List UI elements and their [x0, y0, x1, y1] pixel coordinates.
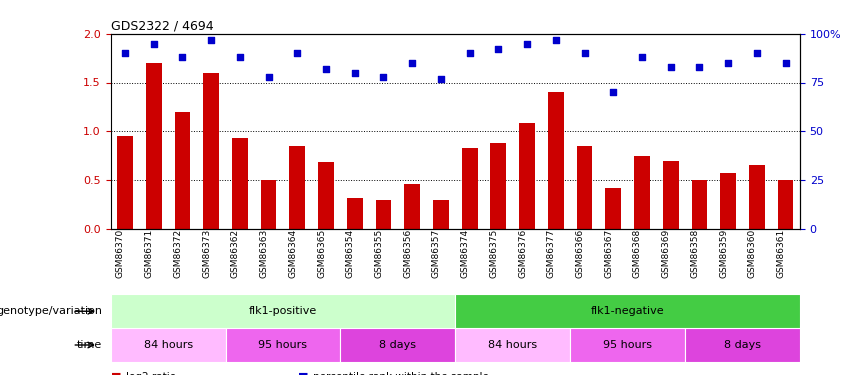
- Text: GDS2322 / 4694: GDS2322 / 4694: [111, 20, 214, 33]
- Text: 95 hours: 95 hours: [603, 340, 652, 350]
- Text: GSM86365: GSM86365: [317, 229, 326, 278]
- Point: [520, 40, 534, 46]
- Text: GSM86357: GSM86357: [432, 229, 441, 278]
- Text: GSM86372: GSM86372: [174, 229, 182, 278]
- Point: [262, 74, 276, 80]
- Point: [319, 66, 333, 72]
- Bar: [519, 123, 535, 229]
- Point: [233, 54, 247, 60]
- Point: [693, 64, 706, 70]
- Text: GSM86369: GSM86369: [662, 229, 671, 278]
- Point: [549, 37, 563, 43]
- Point: [147, 40, 161, 46]
- Bar: [577, 146, 592, 229]
- Text: GSM86377: GSM86377: [547, 229, 556, 278]
- Bar: [570, 328, 685, 362]
- Text: GSM86366: GSM86366: [575, 229, 585, 278]
- Text: GSM86360: GSM86360: [748, 229, 757, 278]
- Text: GSM86373: GSM86373: [203, 229, 211, 278]
- Bar: [404, 184, 420, 229]
- Point: [607, 89, 620, 95]
- Text: log2 ratio: log2 ratio: [126, 372, 176, 375]
- Text: ■: ■: [111, 372, 121, 375]
- Point: [463, 50, 477, 56]
- Text: GSM86367: GSM86367: [604, 229, 614, 278]
- Bar: [749, 165, 765, 229]
- Text: 8 days: 8 days: [380, 340, 416, 350]
- Bar: [174, 112, 191, 229]
- Text: time: time: [77, 340, 102, 350]
- Text: GSM86374: GSM86374: [460, 229, 470, 278]
- Point: [405, 60, 419, 66]
- Text: GSM86355: GSM86355: [374, 229, 384, 278]
- Bar: [685, 328, 800, 362]
- Text: GSM86370: GSM86370: [116, 229, 125, 278]
- Text: 84 hours: 84 hours: [488, 340, 537, 350]
- Bar: [490, 143, 506, 229]
- Bar: [232, 138, 248, 229]
- Bar: [455, 328, 570, 362]
- Point: [175, 54, 189, 60]
- Point: [492, 46, 505, 53]
- Bar: [455, 294, 800, 328]
- Bar: [117, 136, 133, 229]
- Point: [750, 50, 763, 56]
- Bar: [318, 162, 334, 229]
- Text: GSM86376: GSM86376: [518, 229, 527, 278]
- Text: ■: ■: [298, 372, 308, 375]
- Bar: [111, 328, 226, 362]
- Text: genotype/variation: genotype/variation: [0, 306, 102, 316]
- Text: flk1-positive: flk1-positive: [248, 306, 317, 316]
- Bar: [720, 173, 736, 229]
- Text: GSM86363: GSM86363: [260, 229, 269, 278]
- Point: [578, 50, 591, 56]
- Point: [118, 50, 132, 56]
- Bar: [548, 92, 563, 229]
- Text: GSM86368: GSM86368: [633, 229, 642, 278]
- Point: [664, 64, 677, 70]
- Bar: [663, 160, 678, 229]
- Text: GSM86359: GSM86359: [719, 229, 728, 278]
- Point: [348, 70, 362, 76]
- Text: percentile rank within the sample: percentile rank within the sample: [313, 372, 489, 375]
- Text: flk1-negative: flk1-negative: [591, 306, 665, 316]
- Bar: [634, 156, 650, 229]
- Text: GSM86358: GSM86358: [690, 229, 700, 278]
- Bar: [462, 148, 477, 229]
- Text: 95 hours: 95 hours: [259, 340, 307, 350]
- Point: [204, 37, 218, 43]
- Text: 8 days: 8 days: [724, 340, 761, 350]
- Bar: [260, 180, 277, 229]
- Bar: [778, 180, 793, 229]
- Text: GSM86356: GSM86356: [403, 229, 412, 278]
- Point: [377, 74, 391, 80]
- Bar: [375, 200, 391, 229]
- Text: GSM86371: GSM86371: [145, 229, 154, 278]
- Bar: [692, 180, 707, 229]
- Bar: [111, 294, 455, 328]
- Point: [290, 50, 304, 56]
- Point: [722, 60, 735, 66]
- Bar: [605, 188, 621, 229]
- Text: GSM86375: GSM86375: [489, 229, 499, 278]
- Text: GSM86362: GSM86362: [231, 229, 240, 278]
- Text: GSM86364: GSM86364: [288, 229, 297, 278]
- Point: [635, 54, 648, 60]
- Bar: [289, 146, 306, 229]
- Text: GSM86354: GSM86354: [346, 229, 355, 278]
- Bar: [203, 73, 219, 229]
- Bar: [226, 328, 340, 362]
- Text: 84 hours: 84 hours: [144, 340, 192, 350]
- Text: GSM86361: GSM86361: [777, 229, 785, 278]
- Point: [434, 76, 448, 82]
- Point: [779, 60, 792, 66]
- Bar: [433, 200, 448, 229]
- Bar: [340, 328, 455, 362]
- Bar: [347, 198, 363, 229]
- Bar: [146, 63, 162, 229]
